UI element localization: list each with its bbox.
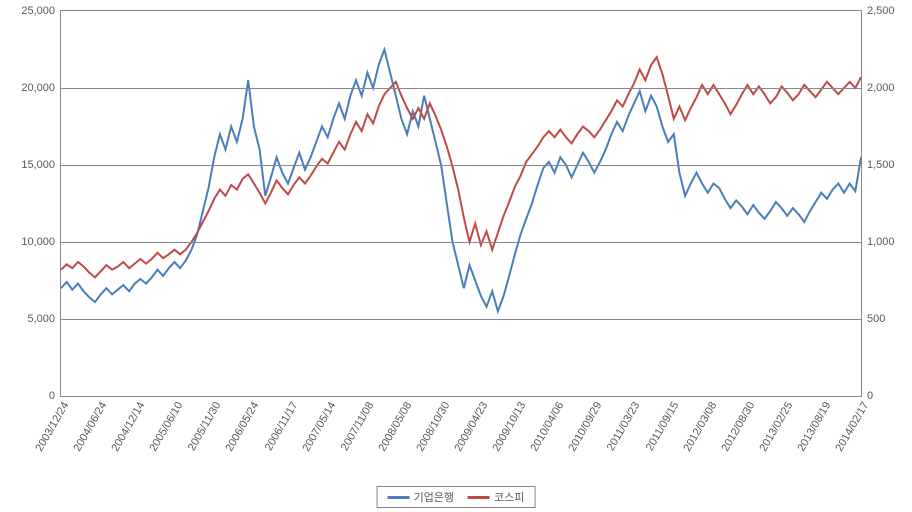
x-tick-label: 2007/11/08 xyxy=(339,400,377,453)
y-right-tick-label: 500 xyxy=(867,313,885,325)
y-left-tick-label: 25,000 xyxy=(21,5,55,17)
x-tick-label: 2008/05/08 xyxy=(376,400,414,454)
y-left-tick-label: 5,000 xyxy=(27,313,55,325)
x-tick-label: 2006/05/24 xyxy=(224,400,262,454)
x-tick-label: 2013/08/19 xyxy=(795,400,833,454)
gridline xyxy=(61,88,861,89)
x-tick-label: 2011/09/15 xyxy=(643,400,681,453)
legend-label-1: 기업은행 xyxy=(414,489,454,505)
legend-swatch-1 xyxy=(388,496,410,499)
legend: 기업은행 코스피 xyxy=(377,486,536,508)
x-tick-label: 2008/10/30 xyxy=(414,400,452,454)
y-left-tick-label: 10,000 xyxy=(21,236,55,248)
y-left-tick-label: 15,000 xyxy=(21,159,55,171)
series-line-1 xyxy=(61,57,861,277)
x-tick-label: 2005/11/30 xyxy=(186,400,224,453)
x-tick-label: 2007/05/14 xyxy=(300,400,338,454)
x-tick-label: 2006/11/17 xyxy=(262,400,300,453)
x-tick-label: 2009/10/13 xyxy=(491,400,529,454)
x-tick-label: 2012/03/08 xyxy=(681,400,719,454)
gridline xyxy=(61,242,861,243)
y-right-tick-label: 0 xyxy=(867,390,873,402)
x-tick-label: 2014/02/17 xyxy=(833,400,871,454)
y-right-tick-label: 1,000 xyxy=(867,236,895,248)
x-tick-label: 2003/12/24 xyxy=(33,400,71,454)
stock-line-chart: 0 0 5,000 500 10,000 1,000 15,000 1,500 20,000 2,… xyxy=(0,0,912,512)
x-tick-label: 2005/06/10 xyxy=(148,400,186,454)
x-tick-label: 2013/02/25 xyxy=(757,400,795,454)
gridline xyxy=(61,319,861,320)
x-tick-label: 2004/12/14 xyxy=(110,400,148,454)
y-right-tick-label: 1,500 xyxy=(867,159,895,171)
x-tick-label: 2011/03/23 xyxy=(605,400,643,453)
y-left-tick-label: 0 xyxy=(49,390,55,402)
gridline xyxy=(61,165,861,166)
x-tick-label: 2010/09/29 xyxy=(567,400,605,454)
y-left-tick-label: 20,000 xyxy=(21,82,55,94)
legend-label-2: 코스피 xyxy=(494,489,524,505)
legend-item-series-1: 기업은행 xyxy=(388,489,454,505)
chart-lines xyxy=(61,11,861,396)
plot-area: 005,00050010,0001,00015,0001,50020,0002,… xyxy=(60,10,862,397)
x-tick-label: 2009/04/23 xyxy=(453,400,491,454)
legend-swatch-2 xyxy=(468,496,490,499)
y-right-tick-label: 2,000 xyxy=(867,82,895,94)
legend-item-series-2: 코스피 xyxy=(468,489,524,505)
x-tick-label: 2004/06/24 xyxy=(72,400,110,454)
x-tick-label: 2010/04/06 xyxy=(529,400,567,454)
x-tick-label: 2012/08/30 xyxy=(719,400,757,454)
y-right-tick-label: 2,500 xyxy=(867,5,895,17)
